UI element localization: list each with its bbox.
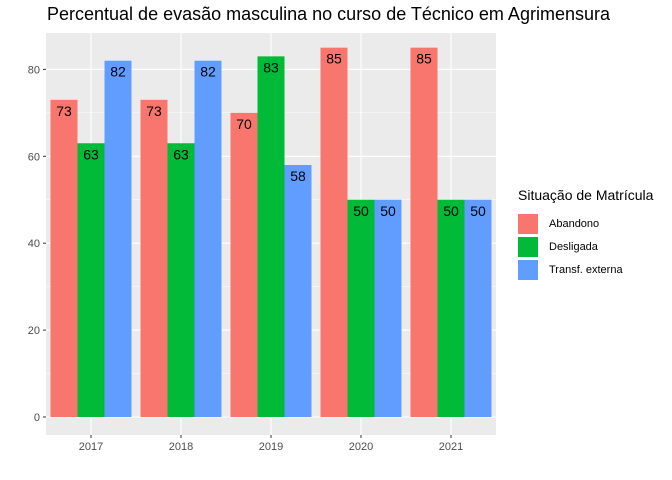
data-label: 85	[326, 51, 342, 67]
data-label: 70	[236, 116, 252, 132]
x-tick-label: 2017	[79, 441, 103, 453]
legend-key-transf-externa	[518, 259, 538, 280]
data-label: 85	[416, 51, 432, 67]
data-label: 82	[200, 64, 216, 80]
legend-key-desligada	[518, 236, 538, 257]
bar	[284, 164, 312, 417]
x-tick-label: 2018	[169, 441, 193, 453]
bar	[77, 143, 105, 417]
bar	[104, 60, 132, 418]
y-tick-label: 60	[28, 151, 40, 163]
data-label: 50	[353, 203, 369, 219]
legend-label-abandono: Abandono	[549, 217, 600, 230]
legend-item-transf-externa: Transf. externa	[518, 258, 653, 281]
bar	[464, 199, 492, 417]
x-tick-label: 2019	[259, 441, 283, 453]
data-label: 63	[173, 146, 189, 162]
x-tick-label: 2020	[349, 441, 373, 453]
x-tick-label: 2021	[439, 441, 463, 453]
y-tick-label: 80	[28, 64, 40, 76]
chart-title: Percentual de evasão masculina no curso …	[47, 4, 610, 24]
y-tick-label: 40	[28, 238, 40, 250]
data-label: 58	[290, 168, 306, 184]
bar	[50, 99, 78, 417]
y-tick-label: 0	[34, 412, 40, 424]
bar	[374, 199, 402, 417]
bar	[347, 199, 375, 417]
bar	[410, 47, 438, 418]
legend-item-abandono: Abandono	[518, 212, 653, 235]
legend-label-desligada: Desligada	[549, 240, 598, 253]
data-label: 50	[470, 203, 486, 219]
data-label: 50	[443, 203, 459, 219]
data-label: 82	[110, 64, 126, 80]
legend: Situação de Matrícula Abandono Desligada…	[518, 187, 653, 281]
bar	[320, 47, 348, 418]
bar	[194, 60, 222, 418]
legend-title: Situação de Matrícula	[518, 187, 654, 203]
bar	[437, 199, 465, 417]
legend-key-abandono	[518, 213, 538, 234]
legend-label-transf-externa: Transf. externa	[549, 263, 623, 276]
bar	[140, 99, 168, 417]
data-label: 63	[83, 146, 99, 162]
data-label: 83	[263, 59, 279, 75]
bar	[257, 56, 285, 418]
bar	[230, 112, 258, 417]
data-label: 73	[146, 103, 162, 119]
legend-item-desligada: Desligada	[518, 235, 653, 258]
y-tick-label: 20	[28, 325, 40, 337]
data-label: 50	[380, 203, 396, 219]
data-label: 73	[56, 103, 72, 119]
bar	[167, 143, 195, 417]
